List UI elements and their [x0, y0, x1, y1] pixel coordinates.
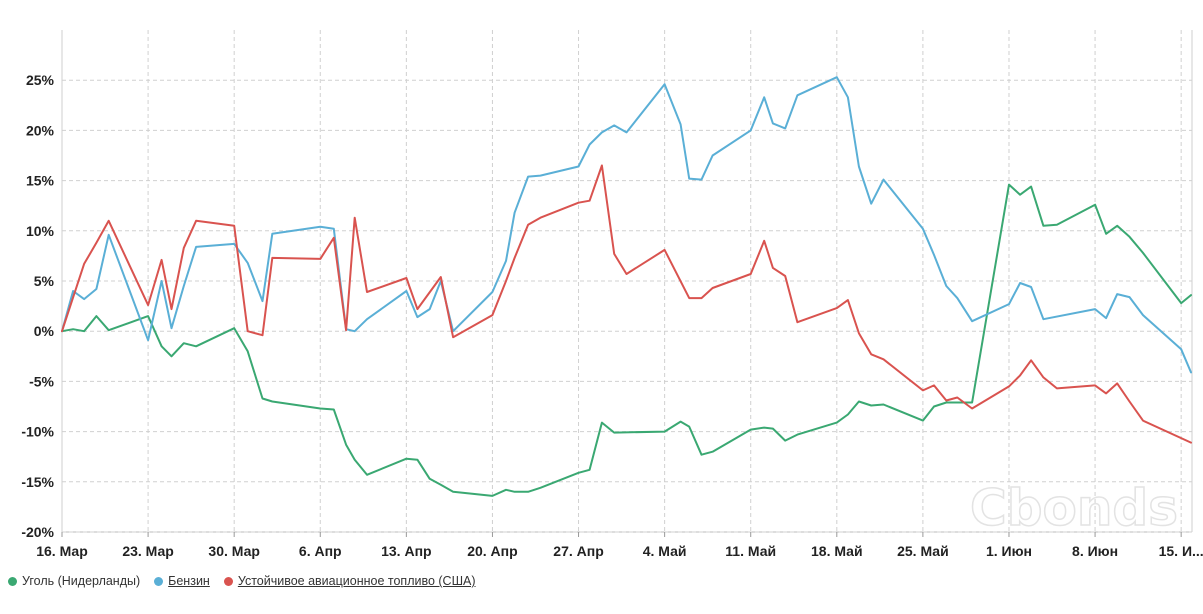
y-tick-label: 5%	[34, 273, 55, 289]
x-tick-label: 6. Апр	[299, 543, 342, 559]
y-tick-label: 15%	[26, 173, 55, 189]
series-line-saf	[61, 164, 1192, 444]
watermark-logo: Cbonds	[970, 479, 1178, 537]
x-tick-label: 20. Апр	[467, 543, 517, 559]
x-tick-label: 1. Июн	[986, 543, 1032, 559]
y-tick-label: 10%	[26, 223, 55, 239]
x-tick-label: 25. Май	[897, 543, 949, 559]
y-tick-label: -5%	[29, 373, 54, 389]
x-tick-label: 23. Мар	[122, 543, 174, 559]
y-tick-label: 25%	[26, 72, 55, 88]
x-tick-label: 15. И...	[1159, 543, 1203, 559]
x-tick-label: 8. Июн	[1072, 543, 1118, 559]
y-axis: 25% 20% 15% 10% 5% 0% -5% -10% -15% -20%	[21, 72, 54, 540]
series-line-coal	[61, 183, 1192, 497]
legend-label-gasoline: Бензин	[168, 574, 210, 588]
x-tick-label: 4. Май	[643, 543, 687, 559]
legend: Уголь (Нидерланды) Бензин Устойчивое ави…	[8, 574, 476, 588]
y-tick-label: -10%	[21, 424, 54, 440]
legend-marker-gasoline	[154, 576, 164, 586]
series-group	[61, 76, 1192, 497]
legend-item-gasoline[interactable]: Бензин	[154, 574, 210, 588]
series-line-gasoline	[61, 76, 1192, 374]
x-tick-label: 30. Мар	[208, 543, 260, 559]
x-tick-label: 27. Апр	[553, 543, 603, 559]
legend-marker-coal	[8, 576, 17, 586]
y-tick-label: -20%	[21, 524, 54, 540]
legend-marker-saf	[223, 576, 233, 586]
legend-item-saf[interactable]: Устойчивое авиационное топливо (США)	[223, 574, 476, 588]
legend-label-coal: Уголь (Нидерланды)	[22, 574, 141, 588]
y-tick-label: 0%	[34, 323, 55, 339]
x-tick-label: 13. Апр	[381, 543, 431, 559]
x-axis: 16. Мар 23. Мар 30. Мар 6. Апр 13. Апр 20. Ап…	[36, 532, 1203, 559]
legend-item-coal[interactable]: Уголь (Нидерланды)	[8, 574, 140, 588]
x-tick-label: 16. Мар	[36, 543, 88, 559]
grid	[61, 30, 1193, 533]
y-tick-label: 20%	[26, 122, 55, 138]
legend-label-saf: Устойчивое авиационное топливо (США)	[237, 574, 476, 588]
x-tick-label: 11. Май	[725, 543, 776, 559]
x-tick-label: 18. Май	[811, 543, 863, 559]
y-tick-label: -15%	[21, 474, 54, 490]
